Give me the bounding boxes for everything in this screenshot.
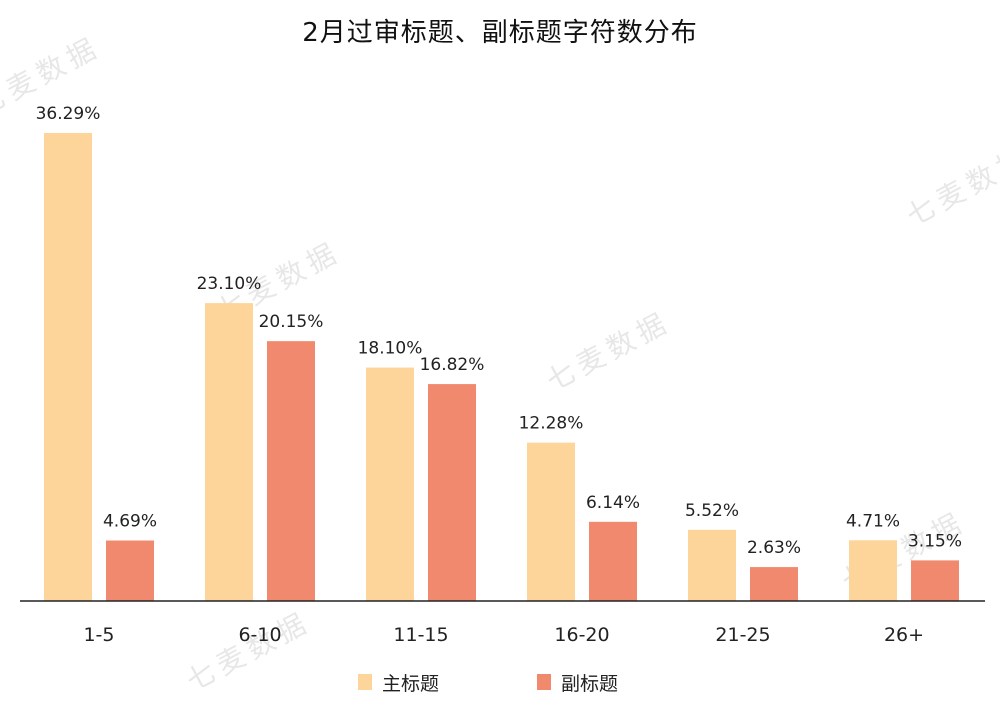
bar-main-title [527, 442, 575, 601]
x-tick-label: 26+ [884, 624, 924, 646]
bar-subtitle [911, 560, 959, 601]
x-tick-label: 21-25 [715, 624, 770, 646]
data-label: 4.71% [846, 511, 900, 531]
data-label: 6.14% [586, 493, 640, 513]
x-tick-label: 11-15 [393, 624, 448, 646]
data-label: 23.10% [197, 274, 262, 294]
bar-main-title [366, 367, 414, 601]
data-label: 5.52% [685, 501, 739, 521]
data-label: 3.15% [908, 531, 962, 551]
legend-label: 主标题 [382, 673, 439, 695]
bar-main-title [849, 540, 897, 601]
bar-subtitle [428, 384, 476, 601]
data-label: 2.63% [747, 538, 801, 558]
x-tick-label: 1-5 [83, 624, 114, 646]
x-tick-label: 6-10 [238, 624, 281, 646]
data-label: 12.28% [519, 414, 584, 434]
data-label: 4.69% [103, 512, 157, 532]
data-label: 16.82% [420, 355, 485, 375]
legend-label: 副标题 [561, 673, 618, 695]
bar-main-title [44, 133, 92, 601]
bar-subtitle [589, 521, 637, 601]
legend-swatch [537, 674, 551, 690]
x-tick-label: 16-20 [554, 624, 609, 646]
legend-swatch [358, 674, 372, 690]
data-label: 18.10% [358, 339, 423, 359]
data-label: 20.15% [259, 312, 324, 332]
chart-title: 2月过审标题、副标题字符数分布 [302, 18, 698, 48]
data-label: 36.29% [36, 104, 101, 124]
bar-main-title [688, 529, 736, 601]
bar-main-title [205, 303, 253, 601]
bar-subtitle [750, 567, 798, 601]
bar-subtitle [267, 341, 315, 601]
bar-subtitle [106, 540, 154, 601]
